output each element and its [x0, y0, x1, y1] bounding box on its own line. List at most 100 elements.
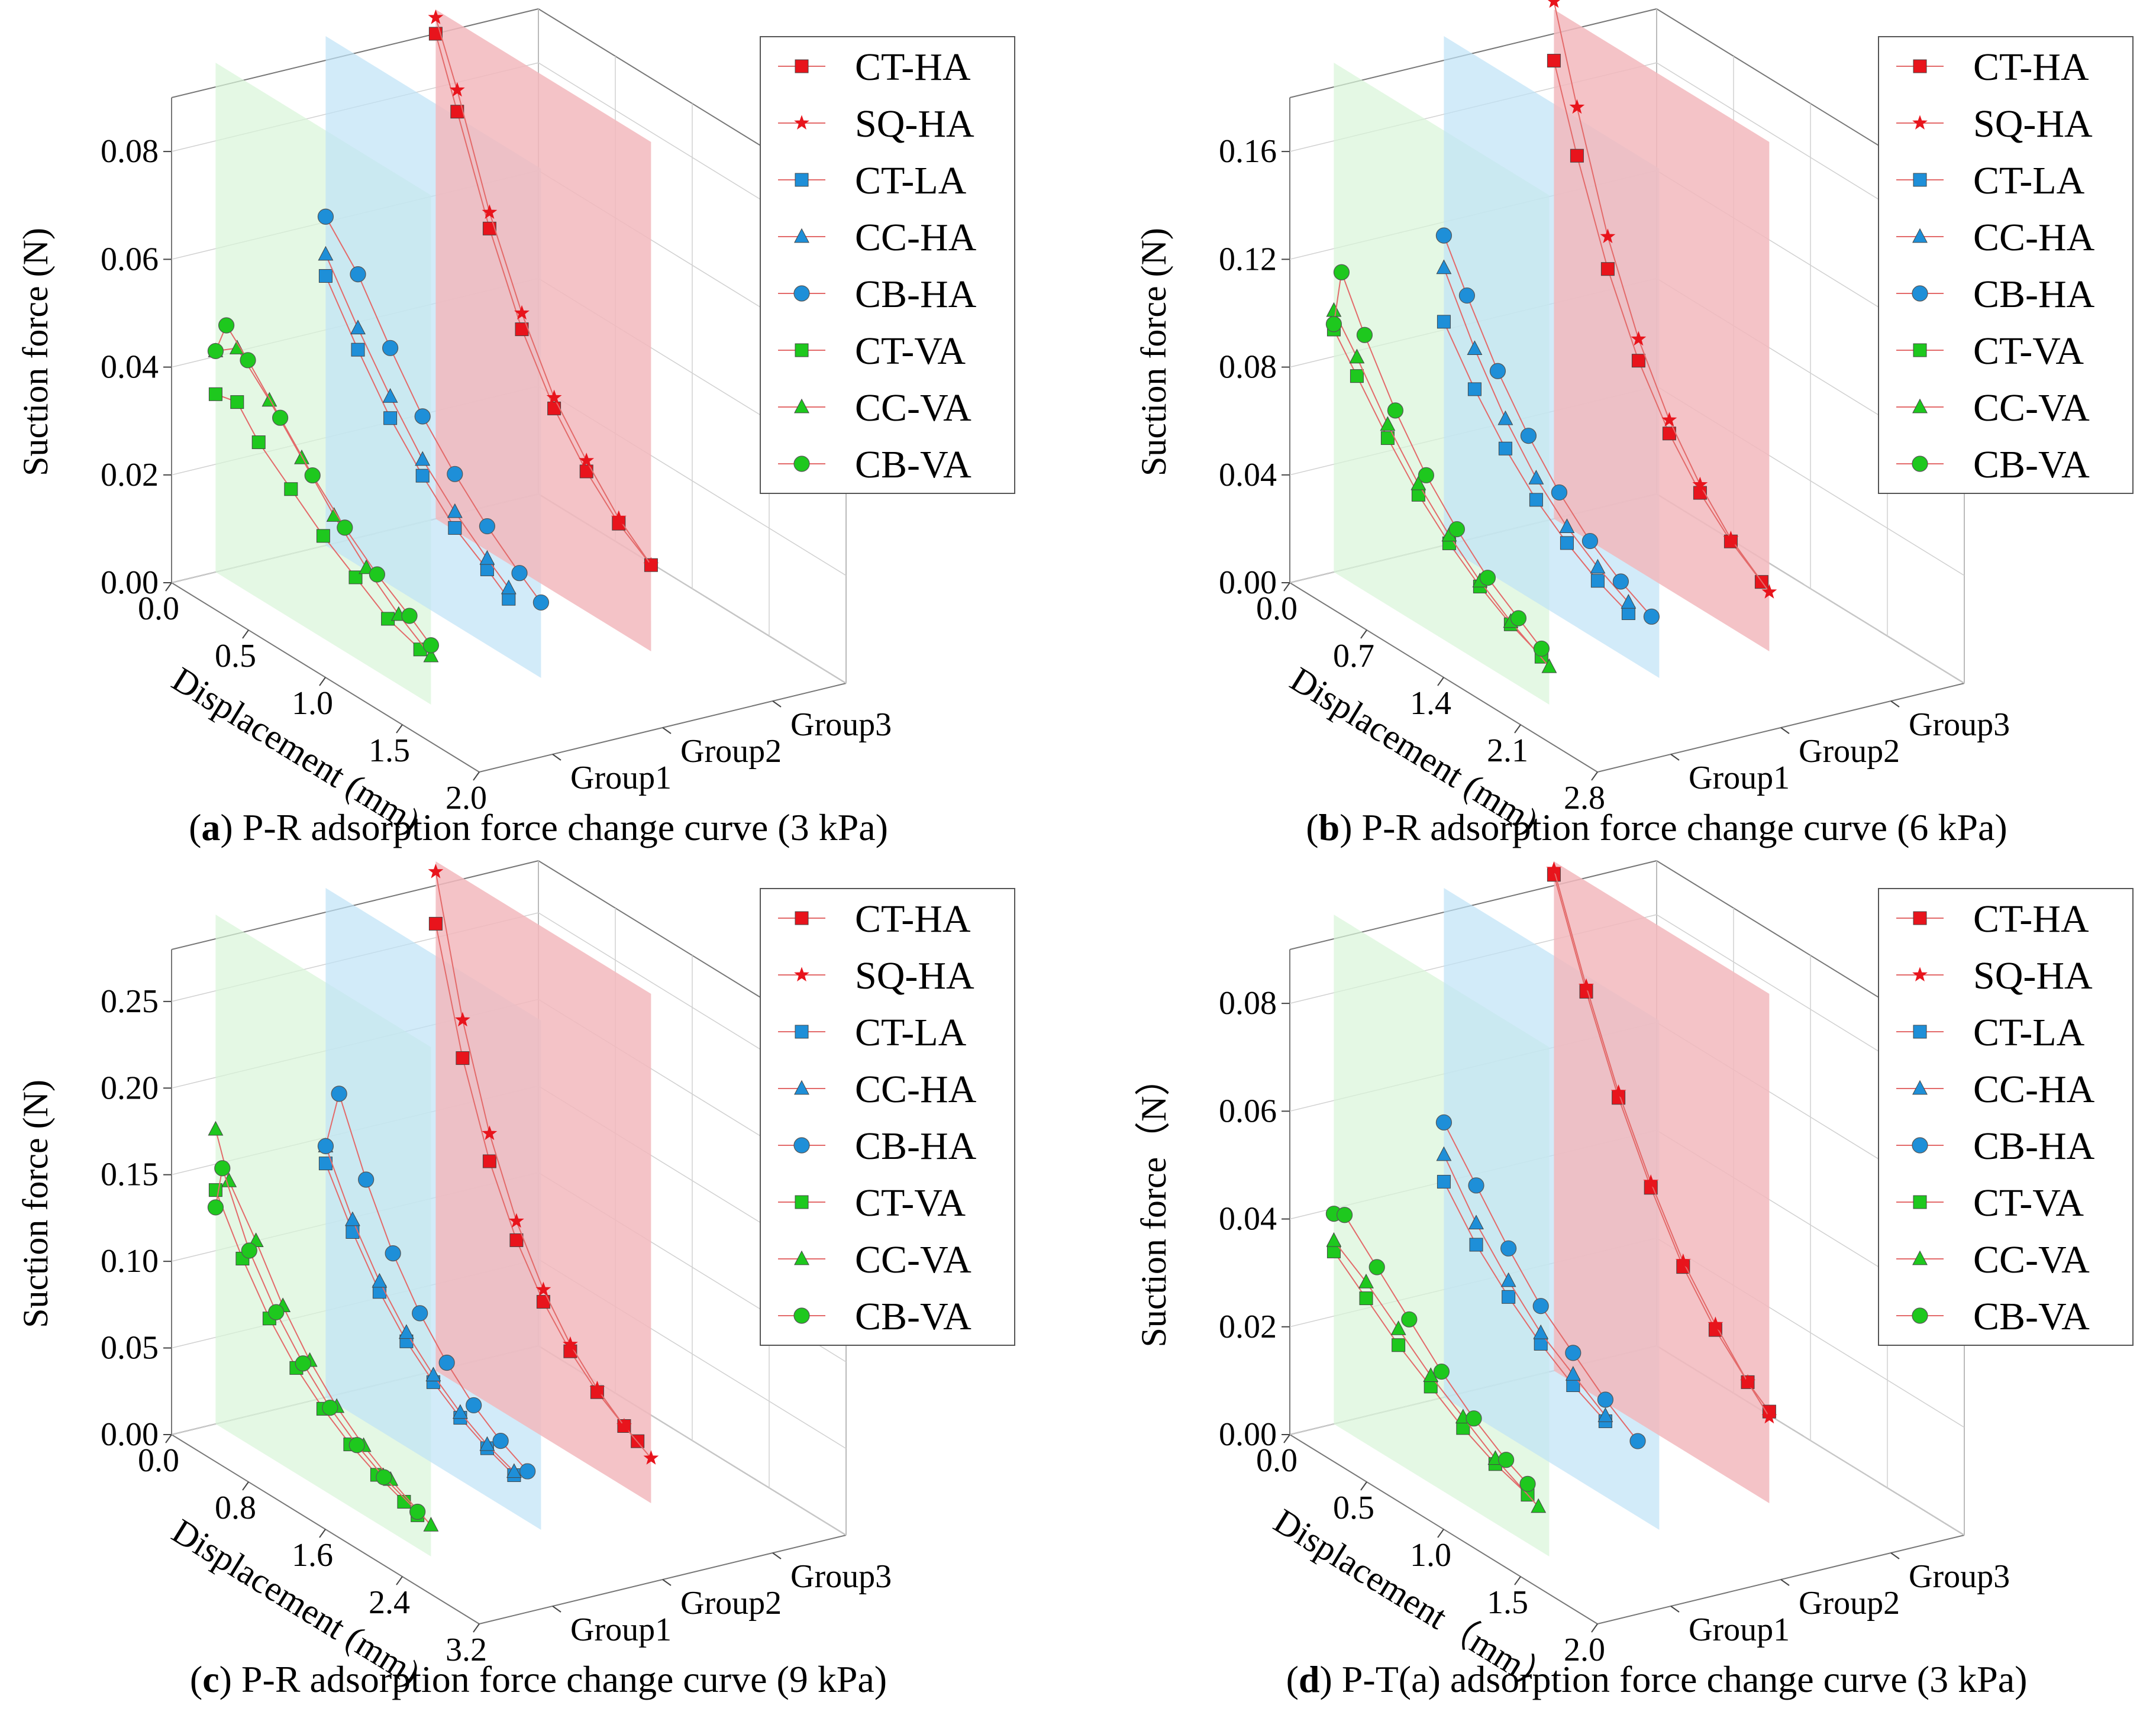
data-point	[482, 1125, 498, 1141]
data-point	[1502, 1290, 1516, 1304]
data-point	[1761, 584, 1777, 599]
x-tick	[165, 1434, 172, 1443]
data-point	[1612, 573, 1629, 590]
z-tick	[772, 1552, 782, 1559]
x-tick-label: 1.0	[292, 685, 333, 722]
legend-item: SQ-HA	[778, 102, 974, 146]
data-point	[1387, 402, 1403, 419]
legend-label: CB-HA	[855, 273, 977, 316]
legend-label: CB-VA	[1973, 443, 2090, 486]
data-point	[511, 565, 528, 582]
legend-marker	[1913, 1025, 1927, 1039]
legend-item: CC-VA	[778, 386, 972, 429]
caption-open: (	[189, 806, 201, 848]
data-point	[423, 647, 439, 663]
series-line	[1553, 60, 1763, 583]
x-tick-label: 0.0	[138, 590, 179, 627]
group-label-1: Group1	[1689, 1611, 1790, 1648]
z-tick	[552, 754, 561, 761]
data-point	[579, 453, 595, 467]
data-point	[508, 1213, 524, 1228]
data-point	[1433, 1363, 1450, 1380]
legend-item: CB-VA	[778, 443, 972, 486]
legend-item: CC-VA	[778, 1238, 972, 1281]
data-point	[1528, 470, 1544, 485]
chart-panel-c: 0.00 0.05 0.10 0.15 0.20 0.25 0.0 0.8 1.6 2.4 3.2 G…	[16, 860, 1015, 1700]
data-point	[344, 1211, 360, 1226]
data-point	[428, 916, 443, 931]
x-tick-label: 2.0	[1564, 1632, 1605, 1668]
data-point	[1350, 369, 1364, 383]
legend-item: CB-HA	[1896, 273, 2095, 316]
legend-marker	[1912, 115, 1928, 130]
series-line	[1553, 1, 1770, 593]
z-tick	[552, 1606, 561, 1613]
data-point	[482, 1154, 496, 1168]
legend-marker	[794, 967, 809, 981]
data-point	[372, 1272, 388, 1288]
data-point	[519, 1463, 536, 1480]
data-point	[1497, 410, 1513, 425]
legend-label: CC-VA	[855, 386, 972, 429]
data-point	[1621, 594, 1637, 609]
data-point	[1547, 0, 1560, 8]
data-point	[1597, 1391, 1613, 1408]
data-point	[1532, 1298, 1549, 1314]
y-tick-label: 0.06	[1219, 1093, 1277, 1129]
data-point	[428, 9, 444, 24]
y-tick-label: 0.15	[101, 1157, 159, 1193]
legend-label: CT-LA	[855, 159, 967, 202]
data-point	[284, 482, 298, 496]
legend-label: CB-HA	[1973, 273, 2095, 316]
y-tick-label: 0.25	[101, 983, 159, 1020]
group-plane-3	[435, 861, 651, 1503]
data-point	[447, 503, 463, 518]
y-tick-label: 0.05	[101, 1330, 159, 1367]
y-tick-label: 0.04	[1219, 1201, 1277, 1238]
legend-marker	[1912, 967, 1928, 981]
data-point	[455, 1012, 470, 1027]
legend-box	[1878, 36, 2134, 494]
group-plane-3	[1554, 861, 1770, 1503]
x-tick-label: 0.7	[1333, 638, 1374, 674]
series-cc-ha	[318, 246, 517, 595]
data-point	[331, 1086, 347, 1102]
series-cc-va	[1326, 1232, 1547, 1513]
data-point	[350, 319, 366, 335]
data-point	[479, 550, 495, 565]
data-point	[482, 221, 496, 235]
legend-marker	[795, 343, 809, 357]
data-point	[448, 521, 462, 535]
data-point	[1533, 640, 1550, 657]
legend-item: CT-HA	[778, 46, 971, 89]
data-point	[214, 1160, 231, 1177]
legend-item: CB-HA	[778, 273, 977, 316]
data-point	[317, 208, 334, 225]
legend-item: CC-HA	[778, 216, 977, 259]
legend-item: CT-HA	[1896, 897, 2089, 941]
legend-box	[760, 36, 1015, 494]
group-label-1: Group1	[570, 760, 672, 796]
y-tick-label: 0.00	[1219, 564, 1277, 601]
group-label-1: Group1	[1689, 760, 1790, 796]
data-point	[1418, 467, 1434, 483]
data-point	[456, 1051, 470, 1065]
y-tick-label: 0.20	[101, 1070, 159, 1106]
data-point	[546, 389, 562, 405]
caption-letter: b	[1319, 806, 1340, 848]
series-line	[435, 33, 652, 566]
series-line	[1333, 310, 1550, 667]
chart-panel-b: 0.00 0.04 0.08 0.12 0.16 0.0 0.7 1.4 2.1 2.8 Group…	[1134, 0, 2134, 848]
y-tick-label: 0.02	[1219, 1309, 1277, 1345]
x-tick	[1360, 629, 1367, 639]
data-point	[532, 594, 550, 611]
data-point	[1546, 861, 1562, 876]
data-point	[229, 340, 245, 354]
legend-label: CC-VA	[855, 1238, 972, 1281]
caption-letter: a	[201, 806, 220, 848]
data-point	[1467, 340, 1483, 355]
group-label-3: Group3	[1909, 1558, 2010, 1595]
data-point	[447, 466, 463, 482]
group-label-3: Group3	[790, 706, 892, 743]
